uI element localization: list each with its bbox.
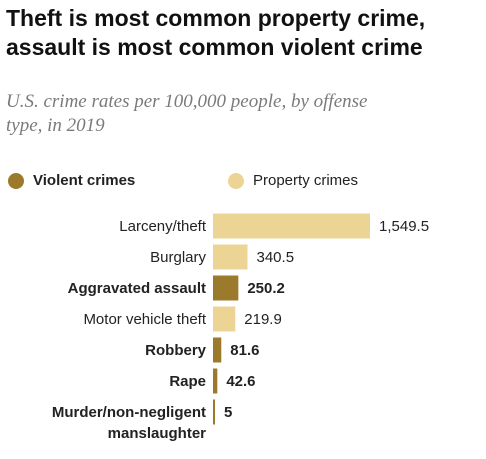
data-label: 219.9: [244, 311, 282, 328]
chart-title: Theft is most common property crime, ass…: [6, 4, 484, 62]
data-label: 1,549.5: [379, 218, 429, 235]
bar: [213, 368, 218, 394]
bar: [213, 244, 248, 270]
category-label: Robbery: [145, 342, 207, 359]
legend-label-violent: Violent crimes: [33, 172, 136, 189]
legend-label-property: Property crimes: [253, 172, 359, 189]
bar: [213, 275, 239, 301]
legend-item-property: Property crimes: [228, 171, 358, 191]
chart-title-line-1: Theft is most common property crime,: [6, 5, 426, 31]
bar: [213, 337, 222, 363]
category-label: Burglary: [150, 249, 206, 266]
bar: [213, 399, 215, 425]
data-label: 340.5: [257, 249, 295, 266]
bar: [213, 306, 236, 332]
category-label: Larceny/theft: [119, 218, 207, 235]
chart-subtitle-line-2: type, in 2019: [6, 115, 105, 136]
chart-subtitle-line-1: U.S. crime rates per 100,000 people, by …: [6, 91, 368, 112]
bar: [213, 213, 370, 239]
category-label: Murder/non-negligent: [52, 404, 206, 421]
legend-swatch-violent: [8, 173, 24, 189]
category-label: manslaughter: [108, 425, 207, 442]
data-label: 81.6: [230, 342, 259, 359]
legend-item-violent: Violent crimes: [8, 171, 135, 191]
data-label: 5: [224, 404, 232, 421]
category-label: Motor vehicle theft: [83, 311, 206, 328]
legend-swatch-property: [228, 173, 244, 189]
data-label: 250.2: [247, 280, 285, 297]
category-label: Rape: [169, 373, 206, 390]
category-label: Aggravated assault: [68, 280, 206, 297]
chart-title-line-2: assault is most common violent crime: [6, 34, 423, 60]
chart-subtitle: U.S. crime rates per 100,000 people, by …: [6, 90, 476, 138]
data-label: 42.6: [226, 373, 255, 390]
